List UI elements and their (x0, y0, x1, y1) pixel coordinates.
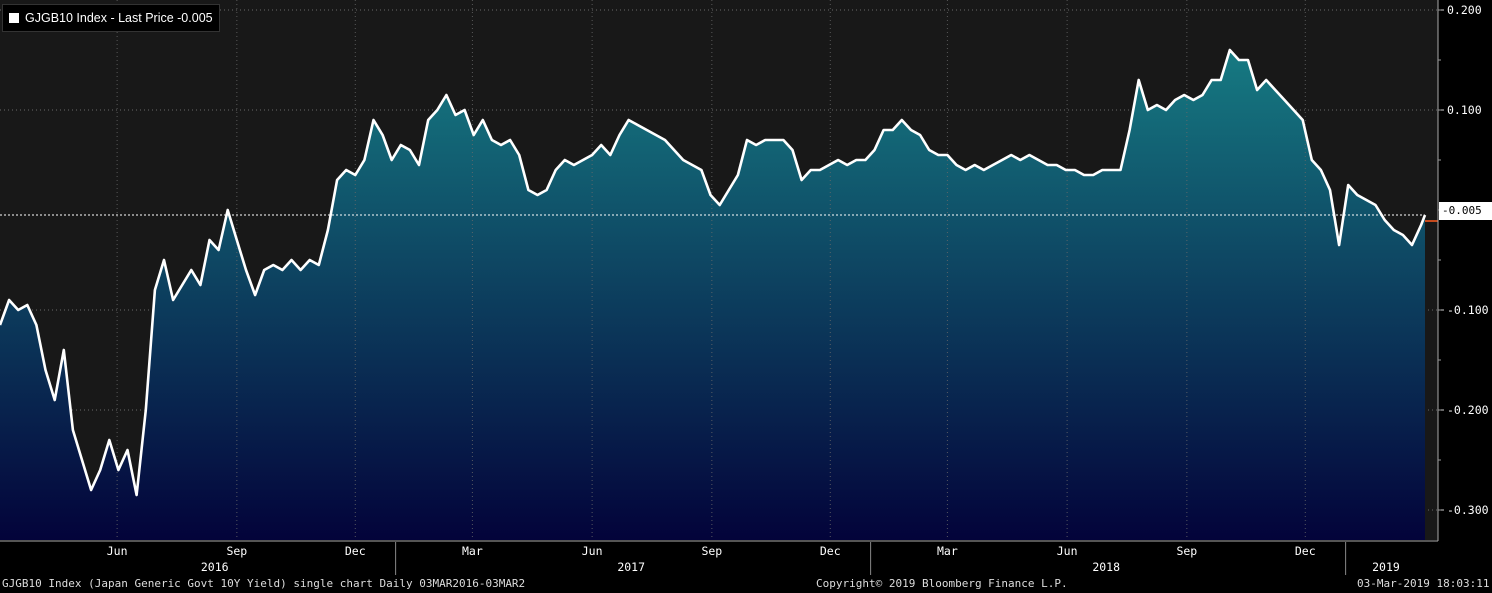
series-area-fill (0, 50, 1425, 540)
x-axis: Jun Sep Dec Mar Jun Sep Dec Mar Jun Sep Dec 2016 201… (107, 542, 1400, 575)
x-month-label: Mar (937, 544, 958, 558)
x-year-label: 2018 (1092, 560, 1120, 574)
footer-copyright: Copyright© 2019 Bloomberg Finance L.P. (816, 577, 1068, 590)
x-month-label: Mar (462, 544, 483, 558)
x-month-label: Jun (107, 544, 128, 558)
x-month-label: Dec (820, 544, 841, 558)
y-tick-label: 0.100 (1447, 103, 1482, 117)
series-line (0, 48, 1427, 497)
x-year-label: 2016 (201, 560, 229, 574)
x-month-label: Dec (345, 544, 366, 558)
y-tick-label: -0.300 (1447, 503, 1489, 517)
y-tick-label: -0.100 (1447, 303, 1489, 317)
x-year-label: 2017 (617, 560, 645, 574)
x-month-label: Dec (1295, 544, 1316, 558)
footer-timestamp: 03-Mar-2019 18:03:11 (1357, 577, 1490, 590)
y-tick-label: -0.200 (1447, 403, 1489, 417)
legend-swatch-icon (9, 13, 19, 23)
x-month-label: Jun (582, 544, 603, 558)
y-axis: 0.200 0.100 -0.100 -0.200 -0.300 (1438, 3, 1489, 517)
x-month-label: Sep (226, 544, 247, 558)
x-month-label: Sep (701, 544, 722, 558)
legend-label: GJGB10 Index - Last Price -0.005 (25, 11, 213, 25)
x-month-label: Jun (1057, 544, 1078, 558)
y-tick-label: 0.200 (1447, 3, 1482, 17)
x-year-label: 2019 (1372, 560, 1400, 574)
legend: GJGB10 Index - Last Price -0.005 (2, 4, 220, 32)
x-month-label: Sep (1176, 544, 1197, 558)
last-price-tag: -0.005 (1439, 202, 1492, 220)
footer-description: GJGB10 Index (Japan Generic Govt 10Y Yie… (2, 577, 526, 590)
